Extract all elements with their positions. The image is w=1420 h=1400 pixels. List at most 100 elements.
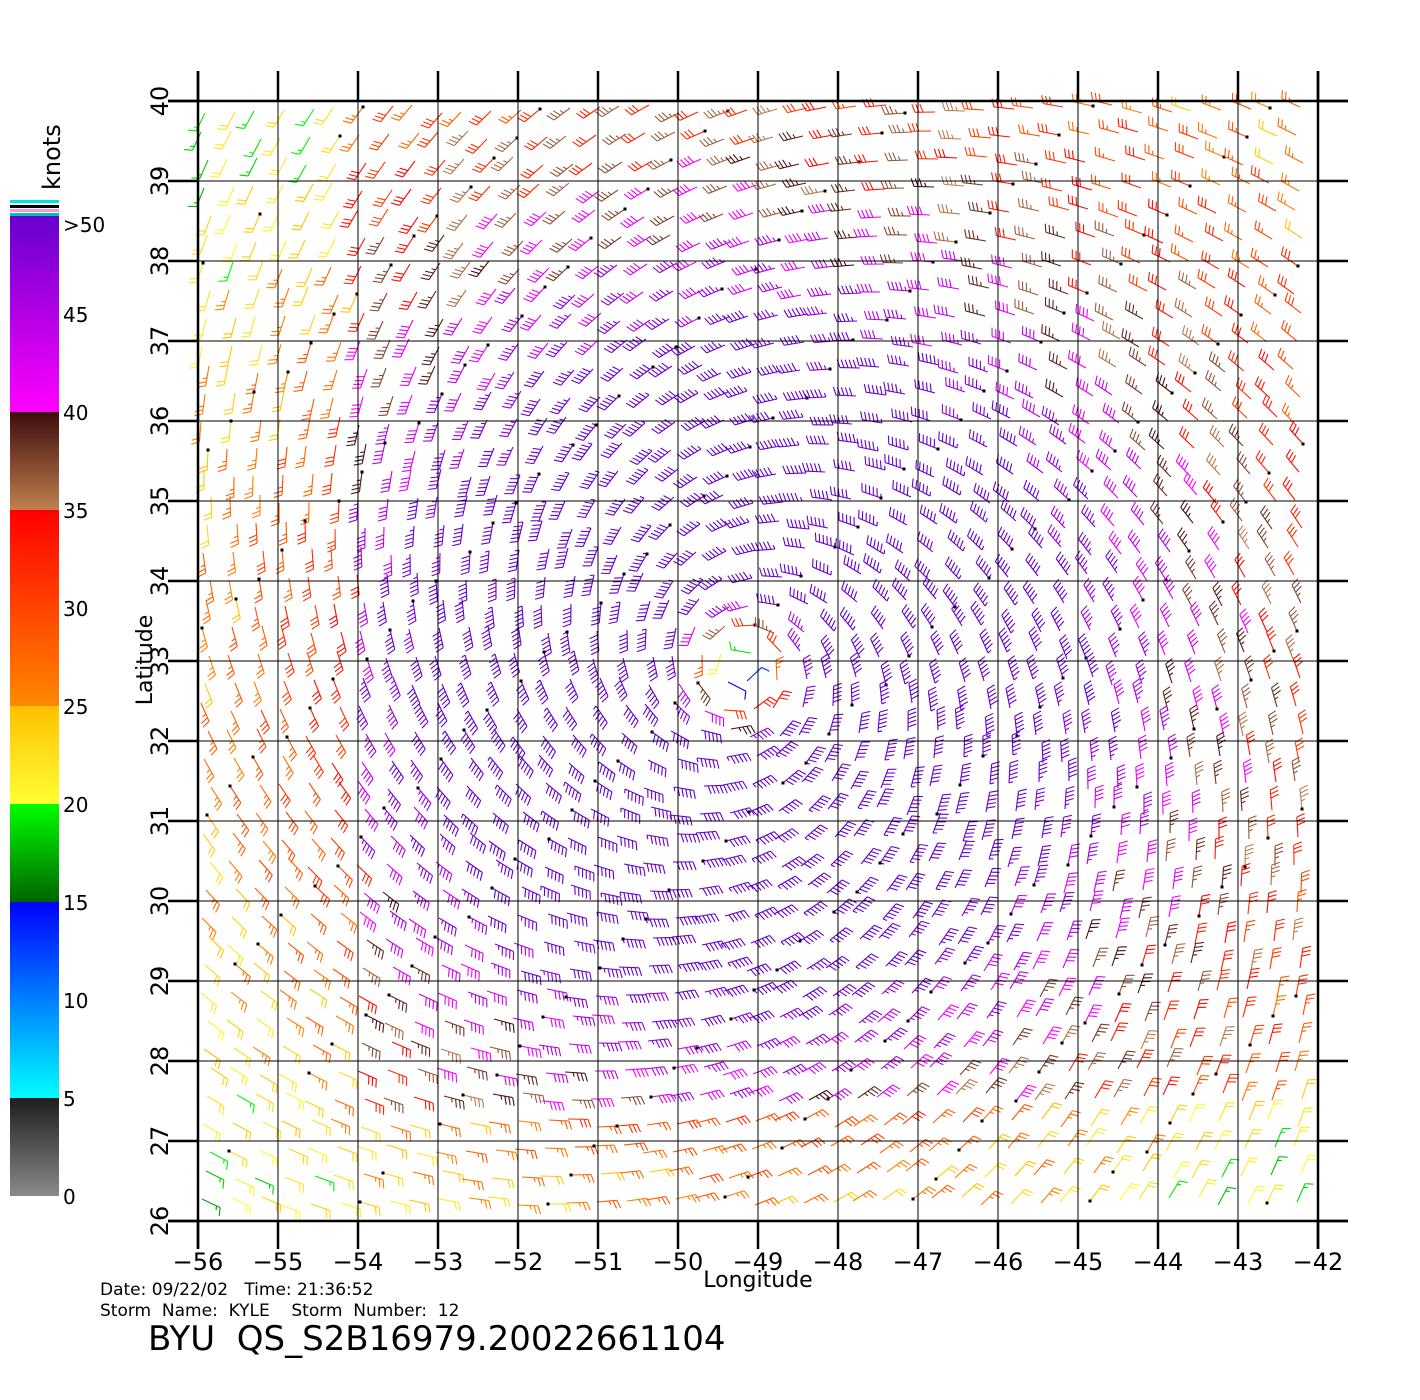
wind-barb bbox=[208, 936, 225, 959]
wind-barb bbox=[1055, 551, 1071, 576]
wind-barb bbox=[694, 913, 720, 925]
wind-barb bbox=[433, 524, 445, 548]
wind-barb bbox=[308, 782, 321, 807]
wind-barb bbox=[1041, 324, 1061, 342]
wind-barb bbox=[702, 183, 728, 194]
wind-barb bbox=[754, 234, 781, 246]
wind-barb bbox=[778, 799, 803, 815]
wind-barb bbox=[756, 1037, 782, 1050]
wind-barb bbox=[642, 862, 666, 874]
wind-barb bbox=[616, 835, 638, 851]
wind-barb bbox=[1162, 1076, 1181, 1096]
wind-barb bbox=[230, 991, 248, 1013]
wind-barb bbox=[459, 654, 472, 680]
wind-barb bbox=[578, 312, 602, 327]
lon-tick-label: −43 bbox=[1213, 1248, 1264, 1276]
wind-barb bbox=[1220, 949, 1234, 972]
wind-barb bbox=[800, 185, 827, 196]
wind-barb bbox=[1140, 1030, 1158, 1050]
wind-barb bbox=[336, 631, 347, 657]
wind-barb bbox=[226, 654, 235, 680]
wind-barb bbox=[363, 892, 380, 914]
legend-label: 25 bbox=[63, 695, 88, 719]
wind-barb bbox=[728, 208, 754, 220]
wind-barb bbox=[1010, 1188, 1033, 1205]
lat-tick-label: 36 bbox=[146, 406, 174, 437]
wind-barb bbox=[645, 684, 660, 710]
wind-barb bbox=[807, 872, 832, 888]
wind-barb bbox=[707, 653, 722, 675]
wind-barb bbox=[749, 1010, 775, 1024]
wind-barb bbox=[833, 313, 858, 323]
wind-barb bbox=[649, 890, 674, 901]
wind-barb bbox=[398, 469, 412, 492]
wind-barb bbox=[721, 1143, 747, 1153]
wind-barb bbox=[882, 903, 905, 921]
wind-barb bbox=[1089, 736, 1100, 762]
wind-barb bbox=[705, 238, 731, 250]
wind-barb bbox=[802, 685, 816, 708]
wind-barb bbox=[648, 964, 673, 974]
wind-barb bbox=[729, 807, 755, 820]
wind-barb bbox=[746, 666, 770, 682]
wind-barb bbox=[244, 475, 254, 500]
wind-barb bbox=[1191, 1075, 1210, 1096]
wind-barb bbox=[499, 418, 518, 438]
wind-barb bbox=[439, 111, 462, 128]
wind-barb bbox=[329, 499, 341, 525]
wind-barb bbox=[700, 729, 722, 744]
wind-barb bbox=[597, 836, 618, 853]
wind-barb bbox=[650, 131, 676, 142]
wind-barb bbox=[991, 400, 1011, 419]
wind-barb bbox=[449, 185, 473, 203]
wind-barb bbox=[831, 763, 851, 782]
wind-barb bbox=[335, 734, 347, 760]
wind-barb bbox=[339, 134, 360, 153]
wind-barb bbox=[803, 901, 828, 917]
wind-barb bbox=[696, 368, 722, 382]
wind-barb bbox=[273, 287, 290, 308]
wind-barb bbox=[253, 962, 271, 984]
wind-barb bbox=[756, 745, 782, 760]
wind-barb bbox=[1264, 551, 1276, 577]
wind-barb bbox=[1093, 870, 1107, 893]
wind-barb bbox=[549, 238, 573, 253]
wind-barb bbox=[1285, 375, 1301, 398]
wind-barb bbox=[833, 1191, 859, 1203]
wind-barb bbox=[886, 1159, 911, 1173]
wind-barb bbox=[483, 494, 498, 516]
wind-barb bbox=[1035, 682, 1047, 709]
wind-barb bbox=[598, 161, 623, 174]
wind-barb bbox=[1041, 1102, 1063, 1120]
wind-barb bbox=[200, 992, 218, 1014]
wind-barb bbox=[517, 755, 534, 779]
wind-barb bbox=[779, 720, 802, 737]
wind-barb bbox=[827, 713, 844, 736]
wind-barb bbox=[1271, 994, 1287, 1018]
wind-barb bbox=[954, 869, 973, 889]
wind-barb bbox=[398, 291, 418, 311]
wind-barb bbox=[1121, 401, 1140, 424]
wind-barb bbox=[863, 553, 882, 574]
wind-barb bbox=[597, 236, 622, 250]
lat-tick-label: 38 bbox=[146, 246, 174, 277]
wind-barb bbox=[887, 281, 912, 293]
wind-barb bbox=[1248, 1100, 1265, 1121]
wind-barb bbox=[517, 1204, 542, 1215]
wind-barb bbox=[1174, 224, 1194, 243]
wind-barb bbox=[327, 416, 341, 439]
wind-barb bbox=[1145, 1134, 1166, 1154]
wind-barb bbox=[1271, 1080, 1288, 1101]
wind-barb bbox=[1037, 1054, 1059, 1074]
wind-barb bbox=[490, 886, 511, 907]
wind-barb bbox=[1227, 267, 1246, 288]
wind-barb bbox=[860, 1133, 885, 1146]
wind-barb bbox=[879, 254, 904, 264]
wind-barb bbox=[544, 1147, 569, 1158]
wind-barb bbox=[884, 738, 898, 761]
wind-barb bbox=[337, 1146, 358, 1163]
wind-barb bbox=[227, 1149, 248, 1169]
wind-barb bbox=[1231, 322, 1249, 344]
wind-barb bbox=[313, 969, 331, 990]
